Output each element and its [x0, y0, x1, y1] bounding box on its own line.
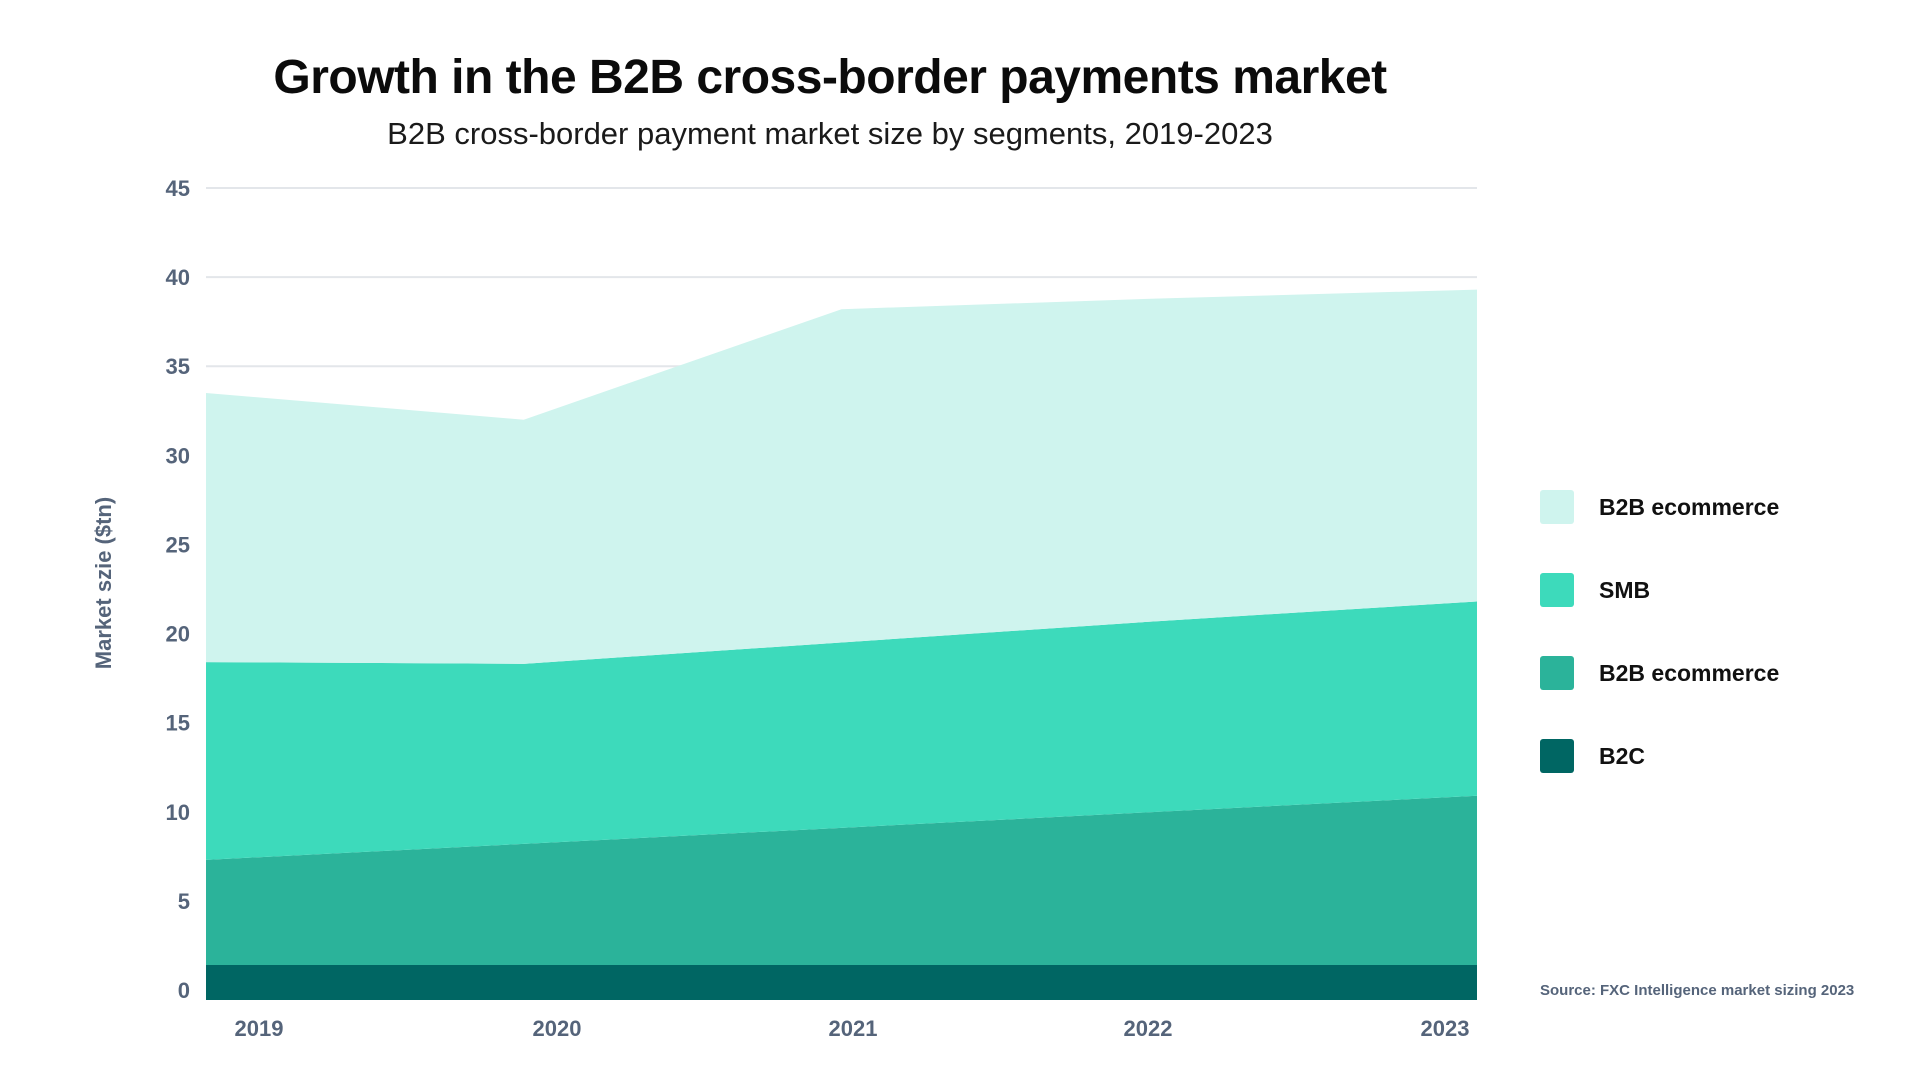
legend-swatch — [1540, 490, 1574, 524]
area-smb — [206, 601, 1477, 860]
y-tick-label: 10 — [166, 800, 190, 825]
x-axis-ticks: 2019 2020 2021 2022 2023 — [235, 1016, 1470, 1041]
y-tick-label: 45 — [166, 176, 190, 201]
chart-legend: B2B ecommerce SMB B2B ecommerce B2C — [1540, 490, 1779, 822]
source-note: Source: FXC Intelligence market sizing 2… — [1540, 982, 1855, 999]
legend-swatch — [1540, 573, 1574, 607]
legend-item: B2C — [1540, 739, 1779, 773]
legend-swatch — [1540, 656, 1574, 690]
legend-label: B2C — [1599, 742, 1646, 769]
area-series — [206, 289, 1477, 1000]
legend-label: B2B ecommerce — [1599, 659, 1780, 686]
legend-item: B2B ecommerce — [1540, 490, 1779, 524]
area-b2b-ecommerce — [206, 289, 1477, 664]
area-b2b-ecommerce — [206, 795, 1477, 966]
y-tick-label: 35 — [166, 354, 190, 379]
x-tick-label: 2021 — [829, 1016, 878, 1041]
legend-item: SMB — [1540, 573, 1779, 607]
legend-swatch — [1540, 739, 1574, 773]
legend-label: B2B ecommerce — [1599, 493, 1780, 520]
chart-subtitle: B2B cross-border payment market size by … — [387, 116, 1273, 151]
y-tick-label: 20 — [166, 622, 190, 647]
chart-title: Growth in the B2B cross-border payments … — [273, 51, 1387, 104]
y-tick-label: 30 — [166, 443, 190, 468]
area-b2c — [206, 965, 1477, 1000]
y-tick-label: 15 — [166, 711, 190, 736]
y-tick-label: 25 — [166, 532, 190, 557]
x-tick-label: 2020 — [533, 1016, 582, 1041]
y-axis-label: Market szie ($tn) — [91, 497, 116, 669]
x-tick-label: 2023 — [1421, 1016, 1470, 1041]
y-tick-label: 0 — [178, 978, 190, 1003]
y-tick-label: 5 — [178, 889, 190, 914]
legend-item: B2B ecommerce — [1540, 656, 1779, 690]
x-tick-label: 2022 — [1124, 1016, 1173, 1041]
y-axis-ticks: 0 5 10 15 20 25 30 35 40 45 — [166, 176, 190, 1003]
legend-label: SMB — [1599, 576, 1651, 603]
x-tick-label: 2019 — [235, 1016, 284, 1041]
y-tick-label: 40 — [166, 265, 190, 290]
